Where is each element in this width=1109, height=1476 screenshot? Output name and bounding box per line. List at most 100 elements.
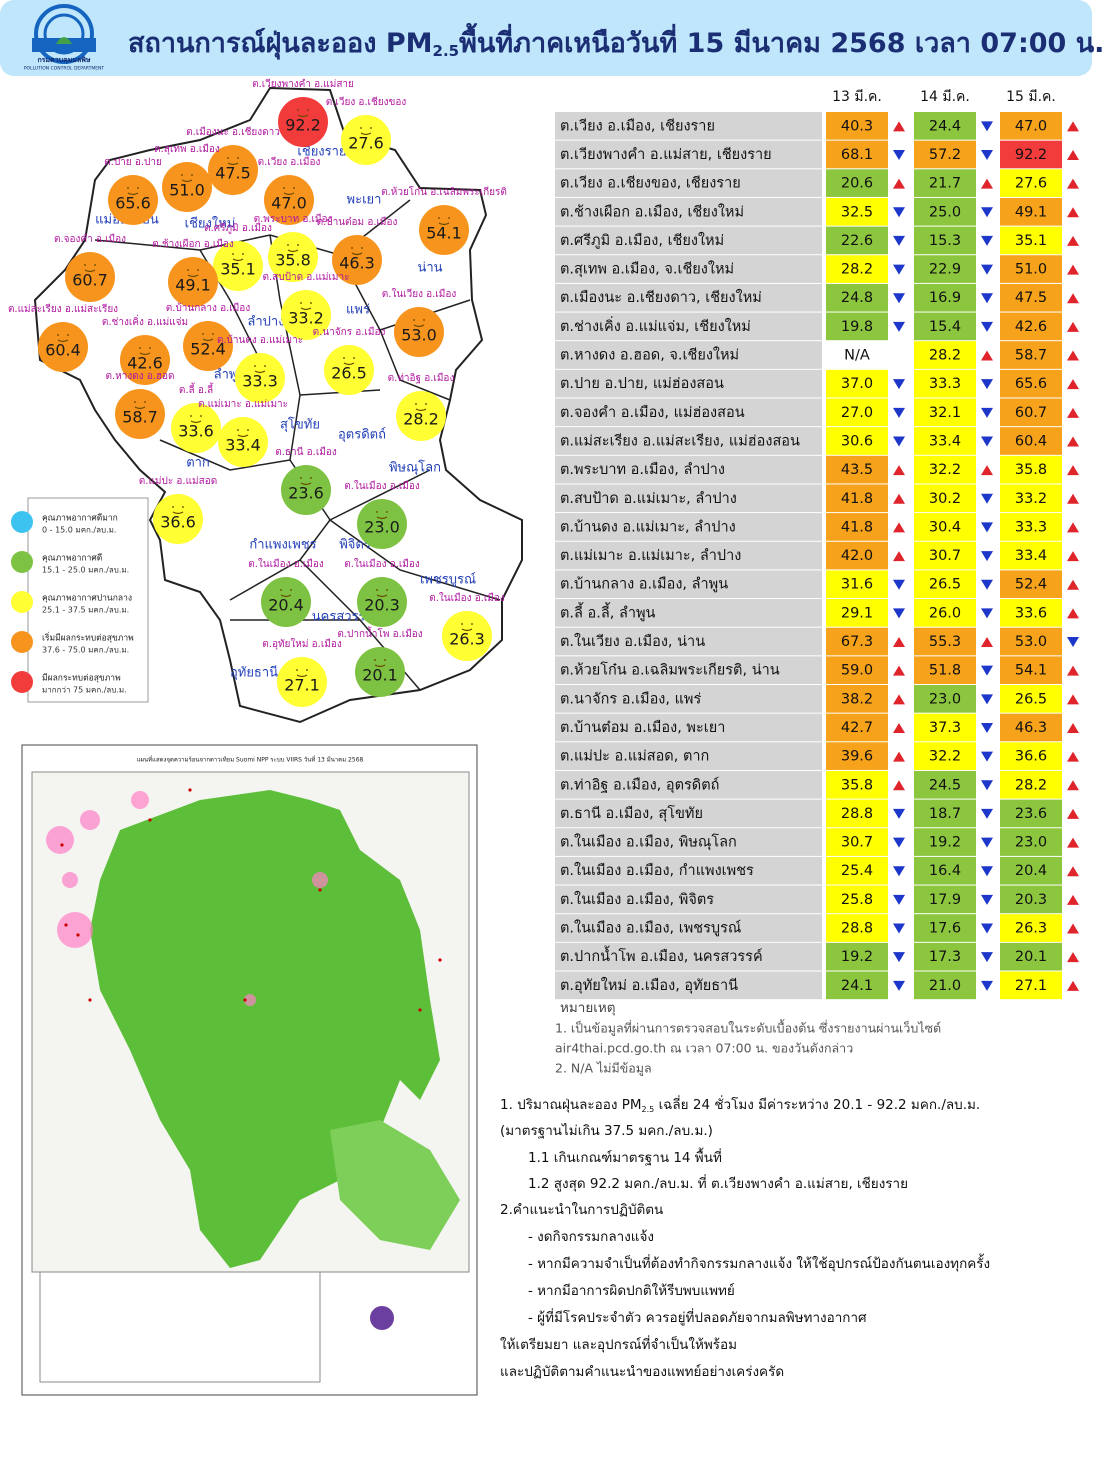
trend-down xyxy=(893,866,905,877)
value-text: 27.6 xyxy=(1015,176,1047,192)
value-text: 42.7 xyxy=(841,720,873,736)
station-value: 47.0 xyxy=(271,194,307,213)
summary-line: 1.1 เกินเกณฑ์มาตรฐาน 14 พื้นที่ xyxy=(528,1147,722,1166)
legend-label: คุณภาพอากาศดีมาก xyxy=(42,513,118,524)
trend-down xyxy=(981,293,993,304)
station-label: ต.นาจักร อ.เมือง xyxy=(313,326,386,338)
station-bubble xyxy=(396,391,446,441)
station-name: ต.อุทัยใหม่ อ.เมือง, อุทัยธานี xyxy=(560,976,738,994)
station-face xyxy=(134,401,146,410)
value-text: 17.6 xyxy=(929,921,961,937)
station-cell xyxy=(555,914,822,942)
value-cell xyxy=(914,942,976,971)
value-cell xyxy=(826,455,888,484)
value-cell xyxy=(826,513,888,541)
summary-line: - งดกิจกรรมกลางแจ้ง xyxy=(528,1229,654,1245)
station-face xyxy=(287,244,299,253)
trend-down xyxy=(981,493,993,504)
station-name: ต.ลี้ อ.ลี้, ลำพูน xyxy=(560,601,656,621)
trend-up xyxy=(1067,493,1079,504)
summary-line: และปฏิบัติตามคำแนะนำของแพทย์อย่างเคร่งคร… xyxy=(500,1363,784,1380)
value-cell xyxy=(914,140,976,169)
value-cell xyxy=(1000,627,1062,656)
value-cell xyxy=(914,770,976,799)
value-cell xyxy=(914,713,976,742)
station-face xyxy=(297,109,309,118)
trend-up xyxy=(981,637,993,648)
station-face xyxy=(438,217,450,226)
trend-down xyxy=(981,121,993,132)
value-cell xyxy=(1000,541,1062,570)
trend-down xyxy=(893,436,905,447)
value-cell xyxy=(914,856,976,885)
station-value: 47.5 xyxy=(215,164,251,183)
trend-up xyxy=(1067,780,1079,791)
station-label: ต.ห้วยโก๋น อ.เฉลิมพระเกียรติ xyxy=(381,185,507,198)
data-table: 13 มี.ค. 14 มี.ค. 15 มี.ค. ต.เวียง อ.เมือง,… xyxy=(555,89,1079,1000)
value-text: 33.3 xyxy=(929,376,961,392)
station-bubble xyxy=(183,321,233,371)
trend-down xyxy=(981,579,993,590)
value-cell xyxy=(1000,914,1062,942)
station-value: 28.2 xyxy=(403,410,439,429)
value-text: 25.8 xyxy=(841,892,873,908)
value-text: 25.0 xyxy=(929,204,961,220)
station-value: 58.7 xyxy=(122,408,158,427)
station-bubble xyxy=(208,145,258,195)
notes-line: 2. N/A ไม่มีข้อมูล xyxy=(555,1061,652,1077)
value-cell xyxy=(1000,312,1062,341)
province-name: ลำปาง xyxy=(247,315,284,330)
value-text: 51.8 xyxy=(929,663,961,679)
value-text: 30.4 xyxy=(929,519,961,535)
trend-up xyxy=(1067,722,1079,733)
station-face xyxy=(280,589,292,598)
value-cell xyxy=(914,513,976,541)
station-bubble xyxy=(65,252,115,302)
station-value: 53.0 xyxy=(401,326,437,345)
value-text: 23.0 xyxy=(1015,835,1047,851)
notes-line: air4thai.pcd.go.th ณ เวลา 07:00 น. ของวั… xyxy=(555,1041,853,1056)
station-label: ต.ช่างเคิ่ง อ.แม่แจ่ม xyxy=(102,314,188,328)
value-text: 23.6 xyxy=(1015,806,1047,822)
value-text: 30.6 xyxy=(841,433,873,449)
value-text: 35.8 xyxy=(841,777,873,793)
station-name: ต.แม่เมาะ อ.แม่เมาะ, ลำปาง xyxy=(560,548,741,564)
value-text: 51.0 xyxy=(1015,262,1047,278)
trend-down xyxy=(981,522,993,533)
value-text: 33.3 xyxy=(1015,519,1047,535)
station-face xyxy=(300,477,312,486)
station-label: ต.แม่ปะ อ.แม่สอด xyxy=(139,476,217,487)
value-cell xyxy=(914,455,976,484)
station-face xyxy=(127,187,139,196)
station-layer: เชียงรายพะเยาแม่ฮ่องสอนเชียงใหม่น่านลำปา… xyxy=(8,78,507,707)
station-cell xyxy=(555,599,822,627)
station-value: 27.1 xyxy=(284,676,320,695)
station-face xyxy=(254,365,266,374)
value-text: 28.8 xyxy=(841,806,873,822)
value-text: 33.2 xyxy=(1015,491,1047,507)
trend-up xyxy=(981,350,993,361)
station-name: ต.สบป้าด อ.แม่เมาะ, ลำปาง xyxy=(560,490,737,507)
trend-down xyxy=(893,952,905,963)
station-label: ต.ลี้ อ.ลี้ xyxy=(179,382,214,396)
station-cell xyxy=(555,885,822,914)
notes-line: 1. เป็นข้อมูลที่ผ่านการตรวจสอบในระดับเบื… xyxy=(555,1019,941,1037)
station-value: 46.3 xyxy=(339,254,375,273)
value-cell xyxy=(914,255,976,283)
station-value: 36.6 xyxy=(160,513,196,532)
legend-label: คุณภาพอากาศดี xyxy=(42,553,102,564)
value-cell xyxy=(1000,169,1062,197)
station-cell xyxy=(555,685,822,713)
value-text: 24.8 xyxy=(841,290,873,306)
value-cell xyxy=(914,169,976,197)
station-label: ต.ท่าอิฐ อ.เมือง xyxy=(388,372,455,384)
column-header: 13 มี.ค. xyxy=(832,89,882,105)
value-cell xyxy=(1000,341,1062,369)
station-face xyxy=(360,127,372,136)
station-label: ต.เวียง อ.เชียงของ xyxy=(326,96,407,108)
column-header: 14 มี.ค. xyxy=(920,89,970,105)
trend-up xyxy=(1067,178,1079,189)
station-value: 92.2 xyxy=(285,116,321,135)
trend-down xyxy=(981,436,993,447)
